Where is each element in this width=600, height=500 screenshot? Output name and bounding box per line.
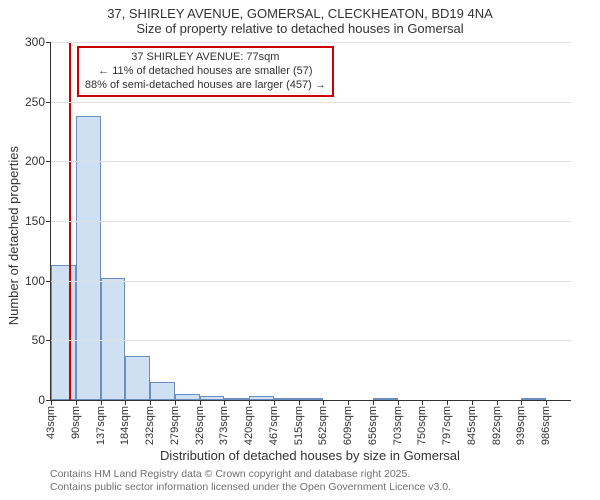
x-tick-mark bbox=[150, 400, 151, 405]
x-tick-mark bbox=[299, 400, 300, 405]
y-tick-mark bbox=[46, 102, 51, 103]
x-tick-mark bbox=[348, 400, 349, 405]
y-tick-mark bbox=[46, 340, 51, 341]
histogram-bar bbox=[125, 356, 150, 400]
callout-line2: ← 11% of detached houses are smaller (57… bbox=[85, 65, 326, 79]
chart-title-line2: Size of property relative to detached ho… bbox=[0, 21, 600, 36]
y-tick-mark bbox=[46, 161, 51, 162]
x-tick-label: 43sqm bbox=[45, 406, 57, 439]
x-tick-mark bbox=[51, 400, 52, 405]
x-tick-label: 845sqm bbox=[466, 406, 478, 445]
y-tick-label: 50 bbox=[32, 333, 45, 347]
x-tick-mark bbox=[249, 400, 250, 405]
histogram-bar bbox=[299, 398, 324, 400]
x-tick-label: 326sqm bbox=[194, 406, 206, 445]
y-tick-label: 200 bbox=[25, 154, 45, 168]
footer-line2: Contains public sector information licen… bbox=[50, 481, 570, 494]
x-tick-mark bbox=[274, 400, 275, 405]
x-tick-mark bbox=[447, 400, 448, 405]
y-gridline bbox=[51, 281, 571, 282]
y-axis-title: Number of detached properties bbox=[6, 146, 21, 325]
y-gridline bbox=[51, 102, 571, 103]
x-tick-mark bbox=[101, 400, 102, 405]
x-tick-label: 892sqm bbox=[491, 406, 503, 445]
y-gridline bbox=[51, 161, 571, 162]
histogram-bar bbox=[101, 278, 126, 400]
x-tick-label: 137sqm bbox=[95, 406, 107, 445]
histogram-bar bbox=[175, 394, 200, 400]
chart-container: 37, SHIRLEY AVENUE, GOMERSAL, CLECKHEATO… bbox=[0, 0, 600, 500]
x-tick-mark bbox=[76, 400, 77, 405]
x-tick-label: 373sqm bbox=[218, 406, 230, 445]
x-tick-mark bbox=[546, 400, 547, 405]
x-tick-mark bbox=[200, 400, 201, 405]
x-tick-mark bbox=[398, 400, 399, 405]
histogram-bar bbox=[373, 398, 398, 400]
callout-line1: 37 SHIRLEY AVENUE: 77sqm bbox=[85, 51, 326, 65]
y-gridline bbox=[51, 42, 571, 43]
x-tick-label: 656sqm bbox=[367, 406, 379, 445]
x-tick-mark bbox=[521, 400, 522, 405]
histogram-bar bbox=[274, 398, 299, 400]
y-tick-mark bbox=[46, 42, 51, 43]
histogram-bar bbox=[51, 265, 76, 400]
x-tick-mark bbox=[422, 400, 423, 405]
x-tick-label: 609sqm bbox=[342, 406, 354, 445]
x-tick-label: 467sqm bbox=[268, 406, 280, 445]
x-tick-mark bbox=[224, 400, 225, 405]
x-tick-label: 515sqm bbox=[293, 406, 305, 445]
footer-line1: Contains HM Land Registry data © Crown c… bbox=[50, 468, 570, 481]
callout-line3: 88% of semi-detached houses are larger (… bbox=[85, 79, 326, 93]
y-tick-mark bbox=[46, 221, 51, 222]
y-gridline bbox=[51, 340, 571, 341]
x-tick-label: 703sqm bbox=[392, 406, 404, 445]
x-tick-label: 420sqm bbox=[243, 406, 255, 445]
x-tick-label: 232sqm bbox=[144, 406, 156, 445]
y-tick-label: 0 bbox=[38, 393, 45, 407]
chart-title-line1: 37, SHIRLEY AVENUE, GOMERSAL, CLECKHEATO… bbox=[0, 0, 600, 21]
x-tick-label: 279sqm bbox=[169, 406, 181, 445]
x-tick-label: 986sqm bbox=[540, 406, 552, 445]
x-axis-title: Distribution of detached houses by size … bbox=[50, 448, 570, 463]
x-tick-mark bbox=[125, 400, 126, 405]
x-tick-label: 939sqm bbox=[515, 406, 527, 445]
x-tick-label: 562sqm bbox=[317, 406, 329, 445]
histogram-bar bbox=[249, 396, 274, 400]
plot-area: 37 SHIRLEY AVENUE: 77sqm ← 11% of detach… bbox=[50, 42, 571, 401]
histogram-bar bbox=[200, 396, 225, 400]
x-tick-mark bbox=[373, 400, 374, 405]
x-tick-mark bbox=[323, 400, 324, 405]
y-tick-label: 100 bbox=[25, 274, 45, 288]
attribution-footer: Contains HM Land Registry data © Crown c… bbox=[50, 468, 570, 494]
marker-callout: 37 SHIRLEY AVENUE: 77sqm ← 11% of detach… bbox=[77, 46, 334, 97]
x-tick-mark bbox=[472, 400, 473, 405]
y-tick-label: 250 bbox=[25, 95, 45, 109]
x-tick-label: 797sqm bbox=[441, 406, 453, 445]
histogram-bar bbox=[76, 116, 101, 400]
histogram-bar bbox=[150, 382, 175, 400]
x-tick-mark bbox=[175, 400, 176, 405]
x-tick-label: 90sqm bbox=[70, 406, 82, 439]
x-tick-mark bbox=[497, 400, 498, 405]
y-tick-label: 300 bbox=[25, 35, 45, 49]
y-tick-mark bbox=[46, 281, 51, 282]
y-gridline bbox=[51, 221, 571, 222]
histogram-bar bbox=[224, 398, 249, 400]
y-tick-label: 150 bbox=[25, 214, 45, 228]
x-tick-label: 750sqm bbox=[416, 406, 428, 445]
x-tick-label: 184sqm bbox=[119, 406, 131, 445]
histogram-bar bbox=[521, 398, 546, 400]
